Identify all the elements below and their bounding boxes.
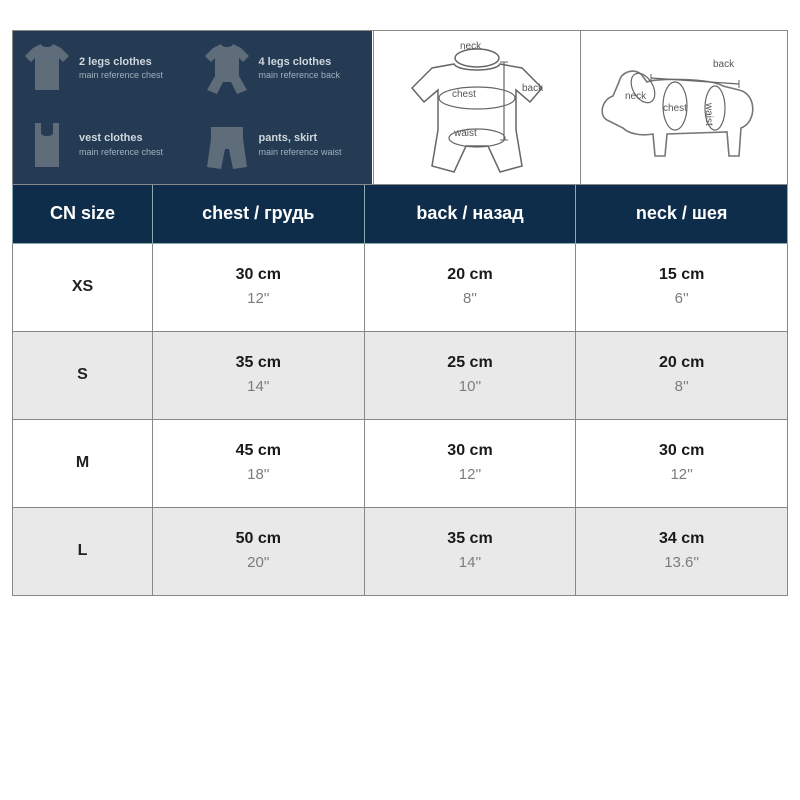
label-neck: neck xyxy=(460,41,481,52)
clothing-cell-4legs: 4 legs clothes main reference back xyxy=(193,31,373,108)
clothing-title: 4 legs clothes xyxy=(259,56,341,70)
label-back: back xyxy=(522,83,543,94)
label-waist: waist xyxy=(454,128,477,139)
table-row: M45 cm18''30 cm12''30 cm12'' xyxy=(13,419,788,507)
cell-neck: 20 cm8'' xyxy=(576,331,788,419)
cell-back: 30 cm12'' xyxy=(364,419,576,507)
clothing-title: 2 legs clothes xyxy=(79,56,163,70)
clothing-type-panel: 2 legs clothes main reference chest 4 le… xyxy=(13,31,373,184)
cell-size: M xyxy=(13,419,153,507)
cell-chest: 30 cm12'' xyxy=(153,243,365,331)
cell-chest: 50 cm20'' xyxy=(153,507,365,595)
table-row: S35 cm14''25 cm10''20 cm8'' xyxy=(13,331,788,419)
table-row: L50 cm20''35 cm14''34 cm13.6'' xyxy=(13,507,788,595)
tshirt-icon xyxy=(23,42,71,96)
cell-size: XS xyxy=(13,243,153,331)
table-row: XS30 cm12''20 cm8''15 cm6'' xyxy=(13,243,788,331)
pants-icon xyxy=(203,119,251,173)
clothing-title: pants, skirt xyxy=(259,132,342,146)
cell-neck: 15 cm6'' xyxy=(576,243,788,331)
onesie-icon xyxy=(203,42,251,96)
diagram-row: 2 legs clothes main reference chest 4 le… xyxy=(12,30,788,185)
cell-chest: 45 cm18'' xyxy=(153,419,365,507)
col-header-back: back / назад xyxy=(364,185,576,243)
cell-back: 35 cm14'' xyxy=(364,507,576,595)
label-back: back xyxy=(713,59,734,70)
cell-neck: 30 cm12'' xyxy=(576,419,788,507)
dog-measure-diagram: neck chest back waist xyxy=(580,31,787,184)
cell-neck: 34 cm13.6'' xyxy=(576,507,788,595)
col-header-size: CN size xyxy=(13,185,153,243)
garment-measure-diagram: neck chest back waist xyxy=(373,31,580,184)
col-header-chest: chest / грудь xyxy=(153,185,365,243)
cell-back: 20 cm8'' xyxy=(364,243,576,331)
label-chest: chest xyxy=(663,103,687,114)
cell-chest: 35 cm14'' xyxy=(153,331,365,419)
clothing-cell-vest: vest clothes main reference chest xyxy=(13,108,193,185)
clothing-sub: main reference chest xyxy=(79,70,163,80)
vest-icon xyxy=(23,119,71,173)
cell-size: L xyxy=(13,507,153,595)
col-header-neck: neck / шея xyxy=(576,185,788,243)
clothing-title: vest clothes xyxy=(79,132,163,146)
table-header-row: CN size chest / грудь back / назад neck … xyxy=(13,185,788,243)
label-chest: chest xyxy=(452,89,476,100)
label-waist: waist xyxy=(703,103,714,126)
label-neck: neck xyxy=(625,91,646,102)
clothing-sub: main reference chest xyxy=(79,147,163,157)
clothing-sub: main reference waist xyxy=(259,147,342,157)
clothing-sub: main reference back xyxy=(259,70,341,80)
clothing-cell-2legs: 2 legs clothes main reference chest xyxy=(13,31,193,108)
cell-back: 25 cm10'' xyxy=(364,331,576,419)
clothing-cell-pants: pants, skirt main reference waist xyxy=(193,108,373,185)
size-chart-table: CN size chest / грудь back / назад neck … xyxy=(12,185,788,596)
cell-size: S xyxy=(13,331,153,419)
